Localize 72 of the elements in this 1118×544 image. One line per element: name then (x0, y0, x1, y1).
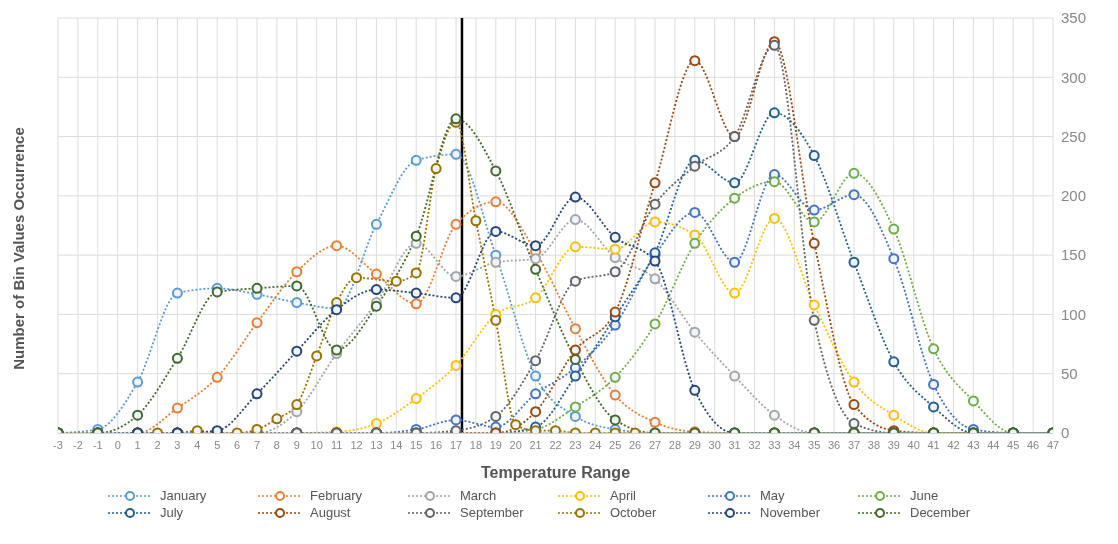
x-tick-label: 26 (628, 438, 642, 451)
x-tick-label: 5 (214, 438, 221, 451)
x-tick-label: 16 (429, 438, 443, 451)
x-tick-label: 40 (907, 438, 920, 451)
x-tick-label: 24 (589, 438, 602, 451)
x-tick-label: 9 (293, 438, 300, 451)
x-tick-label: 12 (350, 438, 363, 451)
x-tick-label: 28 (668, 438, 682, 451)
x-tick-label: 0 (114, 438, 121, 451)
y-tick-label: 200 (1061, 187, 1087, 205)
x-tick-label: 25 (609, 438, 622, 451)
x-tick-label: 36 (827, 438, 841, 451)
legend-label: April (610, 488, 637, 503)
x-tick-label: 19 (489, 438, 502, 451)
x-tick-label: 6 (234, 438, 241, 451)
x-tick-label: 3 (174, 438, 181, 451)
x-tick-label: 42 (947, 438, 960, 451)
x-tick-label: 33 (768, 438, 781, 451)
x-tick-label: 14 (390, 438, 403, 451)
x-tick-label: 2 (154, 438, 161, 451)
x-tick-label: 30 (708, 438, 721, 451)
x-tick-label: -3 (53, 438, 63, 451)
x-tick-label: 47 (1046, 438, 1060, 451)
legend-label: September (460, 505, 524, 520)
x-axis-title: Temperature Range (480, 464, 631, 481)
legend-label: March (460, 488, 497, 503)
x-tick-label: 41 (927, 438, 940, 451)
y-tick-label: 250 (1061, 127, 1087, 145)
x-tick-label: 18 (469, 438, 483, 451)
y-tick-label: 300 (1061, 68, 1087, 86)
x-tick-label: 46 (1026, 438, 1040, 451)
x-tick-label: 23 (569, 438, 582, 451)
x-tick-label: 31 (728, 438, 741, 451)
x-tick-label: 29 (688, 438, 701, 451)
y-tick-label: 150 (1061, 246, 1087, 264)
legend-label: February (310, 488, 363, 503)
legend-label: June (910, 488, 939, 503)
x-tick-label: 38 (867, 438, 881, 451)
x-tick-label: 35 (808, 438, 821, 451)
x-tick-label: 32 (748, 438, 761, 451)
legend-label: August (310, 505, 351, 520)
x-tick-label: 7 (253, 438, 261, 451)
x-tick-label: 8 (273, 438, 280, 451)
y-tick-label: 350 (1061, 9, 1087, 27)
x-tick-label: 39 (887, 438, 900, 451)
x-tick-label: 22 (549, 438, 562, 451)
legend-label: May (760, 488, 785, 503)
x-tick-label: 17 (449, 438, 463, 451)
x-tick-label: 37 (847, 438, 861, 451)
legend-label: January (160, 488, 207, 503)
x-tick-label: 11 (330, 438, 343, 451)
x-tick-label: 13 (370, 438, 383, 451)
legend-label: December (910, 505, 970, 520)
x-tick-label: 10 (310, 438, 323, 451)
x-tick-label: 45 (1007, 438, 1020, 451)
x-tick-label: 44 (987, 438, 1000, 451)
x-tick-label: 15 (410, 438, 423, 451)
legend-label: July (160, 505, 184, 520)
x-tick-label: 34 (788, 438, 801, 451)
y-tick-label: 50 (1061, 365, 1078, 383)
x-tick-label: -2 (73, 438, 83, 451)
x-tick-label: 27 (648, 438, 662, 451)
y-tick-label: 100 (1061, 305, 1087, 323)
legend-label: November (760, 505, 820, 520)
x-tick-label: 4 (194, 438, 201, 451)
x-tick-label: 20 (509, 438, 522, 451)
x-tick-label: 1 (134, 438, 141, 451)
x-tick-label: -1 (92, 438, 103, 451)
x-tick-label: 21 (529, 438, 542, 451)
y-axis-title: Number of Bin Values Occurrence (9, 126, 27, 370)
legend-label: October (610, 505, 657, 520)
x-tick-label: 43 (967, 438, 980, 451)
